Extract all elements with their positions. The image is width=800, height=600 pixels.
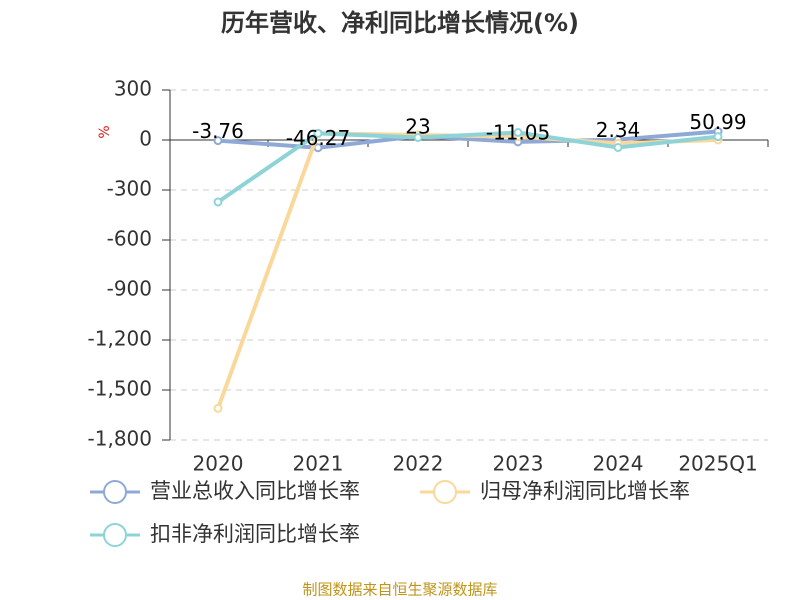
data-point [213, 403, 223, 413]
series-line [216, 130, 719, 204]
x-tick-label: 2024 [593, 452, 644, 476]
y-tick-label: -600 [107, 227, 152, 251]
x-tick-label: 2022 [393, 452, 444, 476]
y-tick-label: -900 [107, 277, 152, 301]
y-tick-label: 300 [114, 77, 152, 101]
data-label: -3.76 [192, 119, 244, 143]
legend-item: 营业总收入同比增长率 [90, 479, 360, 504]
data-label: 23 [405, 115, 430, 139]
data-point [213, 197, 223, 207]
x-tick-label: 2020 [193, 452, 244, 476]
y-tick-label: -300 [107, 177, 152, 201]
y-tick-label: -1,500 [88, 377, 152, 401]
data-point [213, 136, 223, 146]
legend-label: 扣非净利润同比增长率 [150, 522, 360, 546]
data-point [313, 128, 323, 138]
data-point [713, 132, 723, 142]
y-tick-label: 0 [139, 127, 152, 151]
series-line [216, 131, 719, 410]
legend-marker [433, 480, 457, 504]
y-tick-label: -1,200 [88, 327, 152, 351]
legend-label: 归母净利润同比增长率 [480, 479, 690, 503]
x-tick-label: 2021 [293, 452, 344, 476]
x-tick-label: 2023 [493, 452, 544, 476]
legend-label: 营业总收入同比增长率 [150, 479, 360, 503]
legend-item: 扣非净利润同比增长率 [90, 522, 360, 547]
legend-marker [103, 480, 127, 504]
data-point [413, 133, 423, 142]
data-point [513, 128, 523, 137]
data-point [613, 143, 623, 152]
legend-marker [103, 523, 127, 547]
y-unit: % [97, 125, 113, 138]
chart-title: 历年营收、净利同比增长情况(%) [221, 9, 579, 37]
data-label: -11.05 [486, 120, 550, 144]
data-label: 50.99 [689, 110, 746, 134]
y-tick-label: -1,800 [88, 427, 152, 451]
data-label: 2.34 [596, 118, 641, 142]
legend-item: 归母净利润同比增长率 [420, 479, 690, 504]
data-label: -46.27 [286, 126, 350, 150]
source-note: 制图数据来自恒生聚源数据库 [302, 581, 497, 599]
x-tick-label: 2025Q1 [678, 452, 757, 476]
